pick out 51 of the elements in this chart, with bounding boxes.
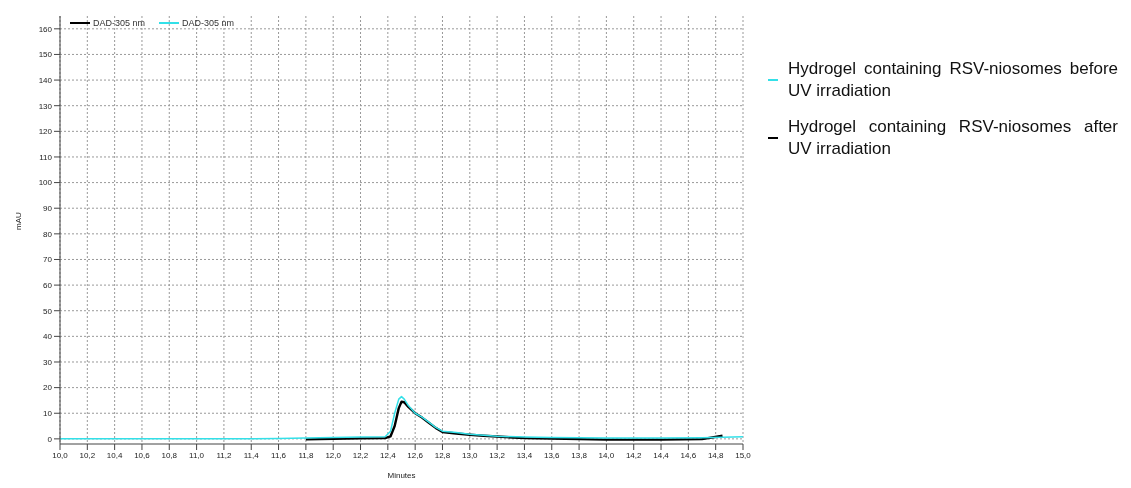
x-tick-label: 10,2 (79, 450, 96, 460)
y-tick-label: 0 (47, 434, 53, 444)
y-tick-label: 160 (38, 24, 53, 34)
x-tick-label: 14,4 (653, 450, 670, 460)
x-tick-label: 13,6 (543, 450, 561, 460)
y-tick-label: 70 (43, 255, 53, 265)
x-tick-label: 12,6 (407, 450, 424, 460)
y-tick-label: 50 (43, 306, 53, 316)
y-tick-label: 140 (38, 75, 53, 85)
x-tick-label: 11,8 (298, 450, 314, 460)
x-axis-title: Minutes (387, 471, 416, 480)
x-tick-label: 14,0 (598, 450, 615, 460)
x-tick-label: 13,4 (516, 450, 533, 460)
y-tick-label: 10 (43, 409, 53, 419)
y-tick-label: 80 (43, 229, 53, 239)
x-tick-label: 11,2 (216, 450, 232, 460)
line-series (304, 400, 724, 441)
x-tick-label: 13,8 (571, 450, 588, 460)
x-tick-label: 11,6 (271, 450, 287, 460)
x-tick-label: 13,0 (462, 450, 479, 460)
x-tick-label: 12,2 (352, 450, 369, 460)
x-tick-label: 12,4 (380, 450, 397, 460)
legend-label: Hydrogel containing RSV-niosomes before UV irradiation (788, 58, 1118, 102)
legend-label: Hydrogel containing RSV-niosomes after UV irradiation (788, 116, 1118, 160)
x-tick-label: 14,2 (625, 450, 643, 460)
y-tick-label: 60 (43, 280, 53, 290)
x-tick-label: 11,4 (243, 450, 260, 460)
x-tick-label: 10,8 (161, 450, 178, 460)
x-tick-label: 10,0 (52, 450, 69, 460)
x-tick-label: 12,0 (325, 450, 342, 460)
annotation: DAD-305 nm (182, 18, 235, 28)
y-tick-label: 20 (43, 383, 53, 393)
y-tick-label: 150 (38, 50, 53, 60)
x-tick-label: 15,0 (735, 450, 752, 460)
y-tick-label: 130 (38, 101, 53, 111)
y-tick-label: 40 (43, 332, 53, 342)
y-tick-label: 30 (43, 357, 53, 367)
x-tick-label: 10,4 (106, 450, 123, 460)
y-tick-label: 110 (39, 152, 53, 162)
y-tick-label: 100 (38, 178, 53, 188)
y-tick-label: 120 (38, 127, 53, 137)
x-tick-label: 11,0 (189, 450, 205, 460)
x-tick-label: 14,6 (680, 450, 697, 460)
y-axis-title: mAU (13, 212, 23, 230)
x-tick-label: 12,8 (434, 450, 451, 460)
y-tick-label: 90 (43, 204, 53, 214)
x-tick-label: 10,6 (134, 450, 151, 460)
annotation: DAD-305 nm (93, 18, 146, 28)
line-series (60, 395, 743, 440)
x-tick-label: 14,8 (707, 450, 725, 460)
x-tick-label: 13,2 (489, 450, 506, 460)
